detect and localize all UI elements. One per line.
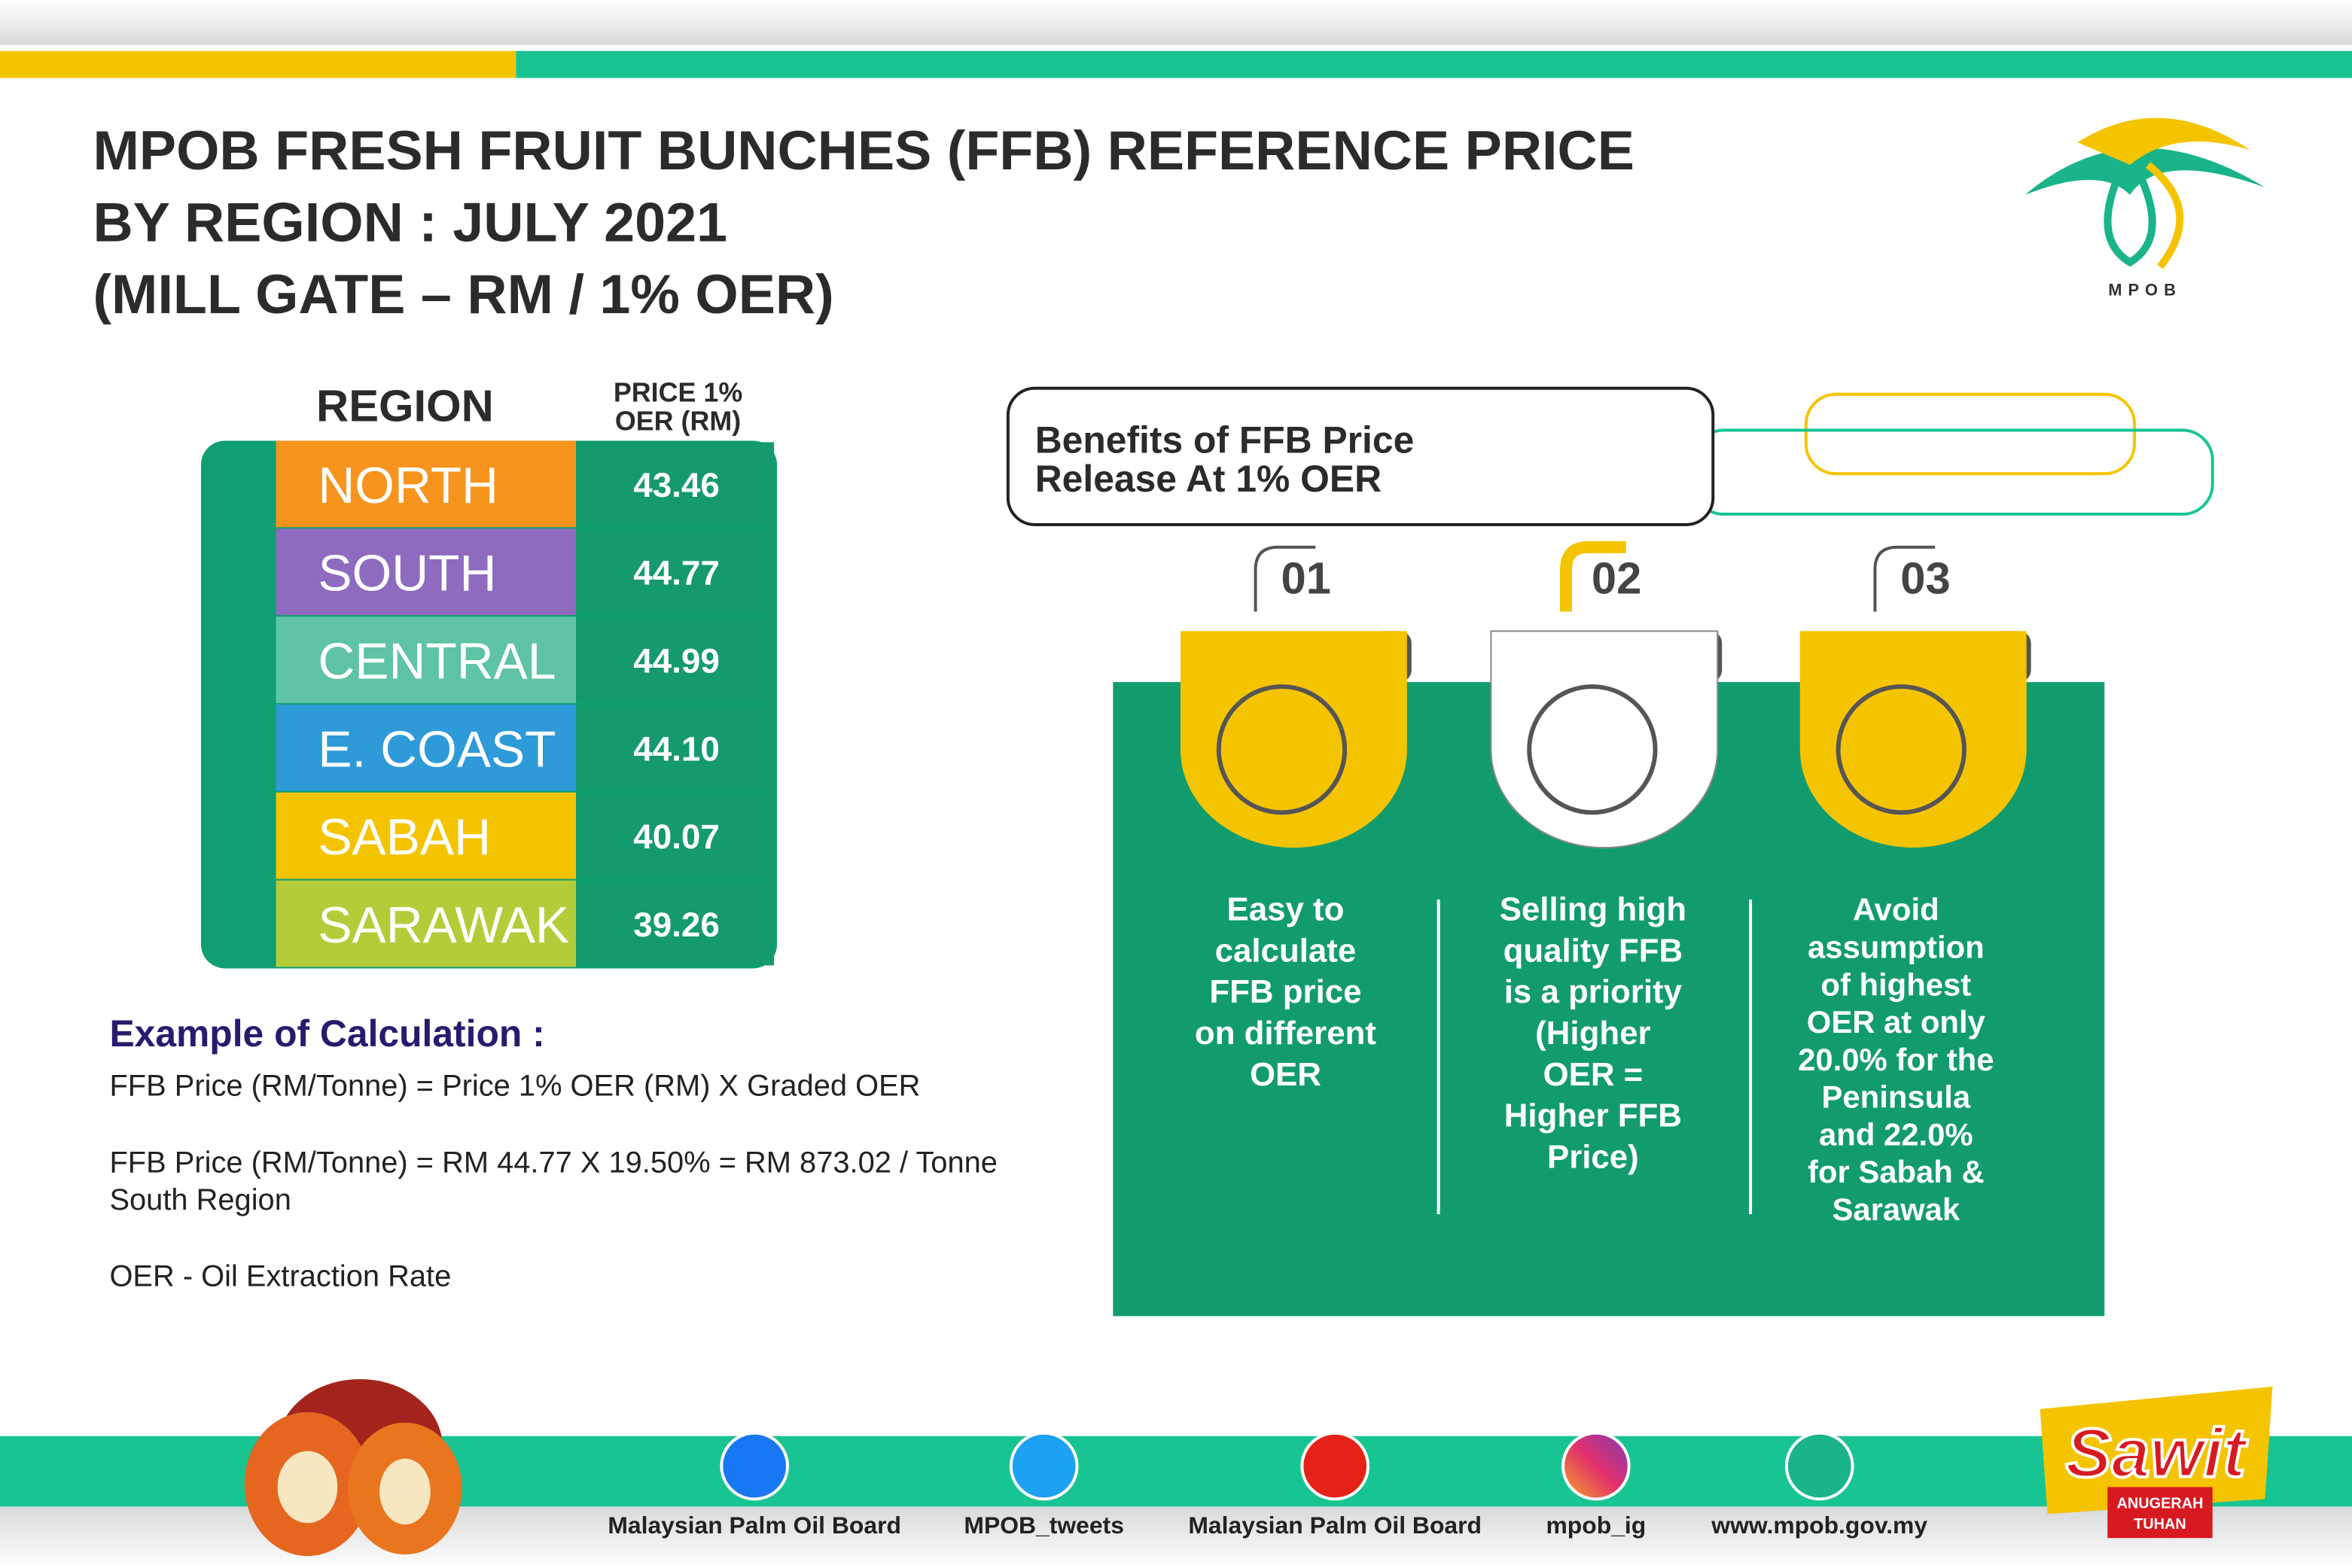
benefit-text: (Higher: [1535, 1015, 1650, 1052]
number-arrow: [1560, 540, 1626, 612]
benefit-text: for Sabah &: [1808, 1154, 1985, 1189]
region-header: REGION: [316, 381, 494, 431]
benefit-text: FFB price: [1209, 973, 1361, 1010]
benefits-box: [1006, 386, 1715, 526]
benefit-text: on different: [1195, 1015, 1376, 1052]
benefit-text: calculate: [1215, 932, 1357, 969]
region-band: [276, 617, 577, 703]
region-band: [276, 528, 577, 616]
top-bar-yellow: [0, 50, 516, 78]
badge-title: Sawit: [2065, 1415, 2248, 1492]
social-links: Malaysian Palm Oil Board MPOB_tweets Malay…: [608, 1431, 1927, 1539]
social-icon[interactable]: [1784, 1431, 1854, 1501]
card-icon: [1527, 684, 1658, 815]
region-band: [276, 792, 577, 879]
price-value: 43.46: [633, 466, 720, 504]
number-arrow: [1873, 545, 1936, 612]
benefit-text: Higher FFB: [1504, 1098, 1682, 1134]
benefit-text: and 22.0%: [1819, 1116, 1973, 1152]
calc-line: OER - Oil Extraction Rate: [109, 1260, 451, 1293]
price-cell: [576, 705, 775, 790]
card-number: 03: [1900, 553, 1950, 604]
price-value: 39.26: [633, 906, 720, 944]
price-value: 44.10: [633, 729, 720, 768]
benefits-title: Benefits of FFB Price: [1035, 419, 1415, 461]
calc-line: South Region: [109, 1183, 291, 1216]
price-cell: [576, 530, 775, 614]
social-label[interactable]: MPOB_tweets: [964, 1512, 1124, 1539]
benefits-title: Release At 1% OER: [1035, 458, 1382, 500]
region-band: [276, 704, 577, 791]
social-icon[interactable]: [1300, 1431, 1370, 1501]
card: [1180, 631, 1407, 848]
social-label[interactable]: Malaysian Palm Oil Board: [608, 1512, 901, 1539]
benefit-text: Sarawak: [1832, 1192, 1960, 1227]
region-name: CENTRAL: [318, 633, 556, 690]
price-cell: [576, 618, 775, 702]
top-shadow: [0, 0, 2352, 45]
top-bar-teal: [516, 50, 2352, 78]
benefit-text: Price): [1547, 1138, 1639, 1175]
region-name: SARAWAK: [318, 897, 569, 954]
price-header: PRICE 1%: [614, 378, 742, 408]
benefit-text: Peninsula: [1822, 1079, 1971, 1115]
benefit-text: 20.0% for the: [1798, 1042, 1994, 1077]
title-line: BY REGION : JULY 2021: [93, 191, 728, 254]
calc-line: FFB Price (RM/Tonne) = RM 44.77 X 19.50%…: [109, 1146, 997, 1179]
number-arrow: [1254, 545, 1316, 612]
card: [1799, 631, 2027, 848]
benefit-text: Avoid: [1853, 892, 1939, 927]
social-icon[interactable]: [1009, 1431, 1079, 1501]
card-icon: [1216, 684, 1348, 815]
price-cell: [576, 881, 775, 966]
price-cell: [576, 442, 775, 526]
benefit-text: Selling high: [1500, 891, 1686, 928]
social-label[interactable]: Malaysian Palm Oil Board: [1188, 1512, 1482, 1539]
benefit-cards: 01 Easy to calculate FFB price on different O…: [1180, 540, 2031, 1227]
badge-ribbon: [2107, 1487, 2213, 1539]
region-name: SOUTH: [318, 546, 496, 602]
calc-line: FFB Price (RM/Tonne) = Price 1% OER (RM)…: [109, 1070, 920, 1103]
mpob-logo: MPOB: [2024, 117, 2265, 299]
price-value: 44.99: [633, 641, 720, 680]
price-cell: [576, 793, 775, 878]
logo-text: MPOB: [2108, 280, 2182, 299]
benefit-text: OER =: [1543, 1056, 1644, 1093]
region-name: SABAH: [318, 809, 491, 866]
badge-sub: ANUGERAH: [2116, 1495, 2203, 1512]
social-icon[interactable]: [1561, 1431, 1631, 1501]
deco-outline: [1804, 392, 2137, 476]
card-number: 02: [1592, 553, 1641, 604]
sawit-badge: Sawit ANUGERAH TUHAN: [2040, 1387, 2273, 1539]
region-name: NORTH: [318, 458, 498, 514]
calc-title: Example of Calculation :: [109, 1012, 544, 1055]
benefit-text: is a priority: [1504, 973, 1683, 1010]
price-value: 44.77: [633, 554, 720, 592]
table-rows: NORTH 43.46 SOUTH 44.77 CENTRAL 44.99 E. COAST…: [276, 440, 775, 967]
benefit-text: OER at only: [1807, 1004, 1986, 1040]
benefit-text: of highest: [1820, 967, 1971, 1002]
region-band: [276, 880, 577, 967]
benefit-text: OER: [1250, 1056, 1321, 1093]
price-value: 40.07: [633, 817, 720, 856]
badge-sub: TUHAN: [2134, 1516, 2186, 1533]
social-icon[interactable]: [720, 1431, 789, 1501]
benefit-text: assumption: [1808, 930, 1985, 965]
card: [1490, 630, 1719, 849]
palm-fruit: [244, 1379, 462, 1557]
price-header: OER (RM): [615, 406, 741, 437]
region-band: [276, 440, 577, 528]
region-name: E. COAST: [318, 721, 556, 778]
benefit-text: quality FFB: [1504, 932, 1683, 969]
benefit-text: Easy to: [1226, 891, 1344, 928]
title-line: (MILL GATE – RM / 1% OER): [93, 263, 834, 325]
card-icon: [1836, 684, 1967, 815]
title-line: MPOB FRESH FRUIT BUNCHES (FFB) REFERENCE…: [93, 119, 1635, 181]
social-label[interactable]: www.mpob.gov.my: [1711, 1512, 1927, 1539]
card-number: 01: [1281, 553, 1330, 604]
social-label[interactable]: mpob_ig: [1546, 1512, 1646, 1539]
